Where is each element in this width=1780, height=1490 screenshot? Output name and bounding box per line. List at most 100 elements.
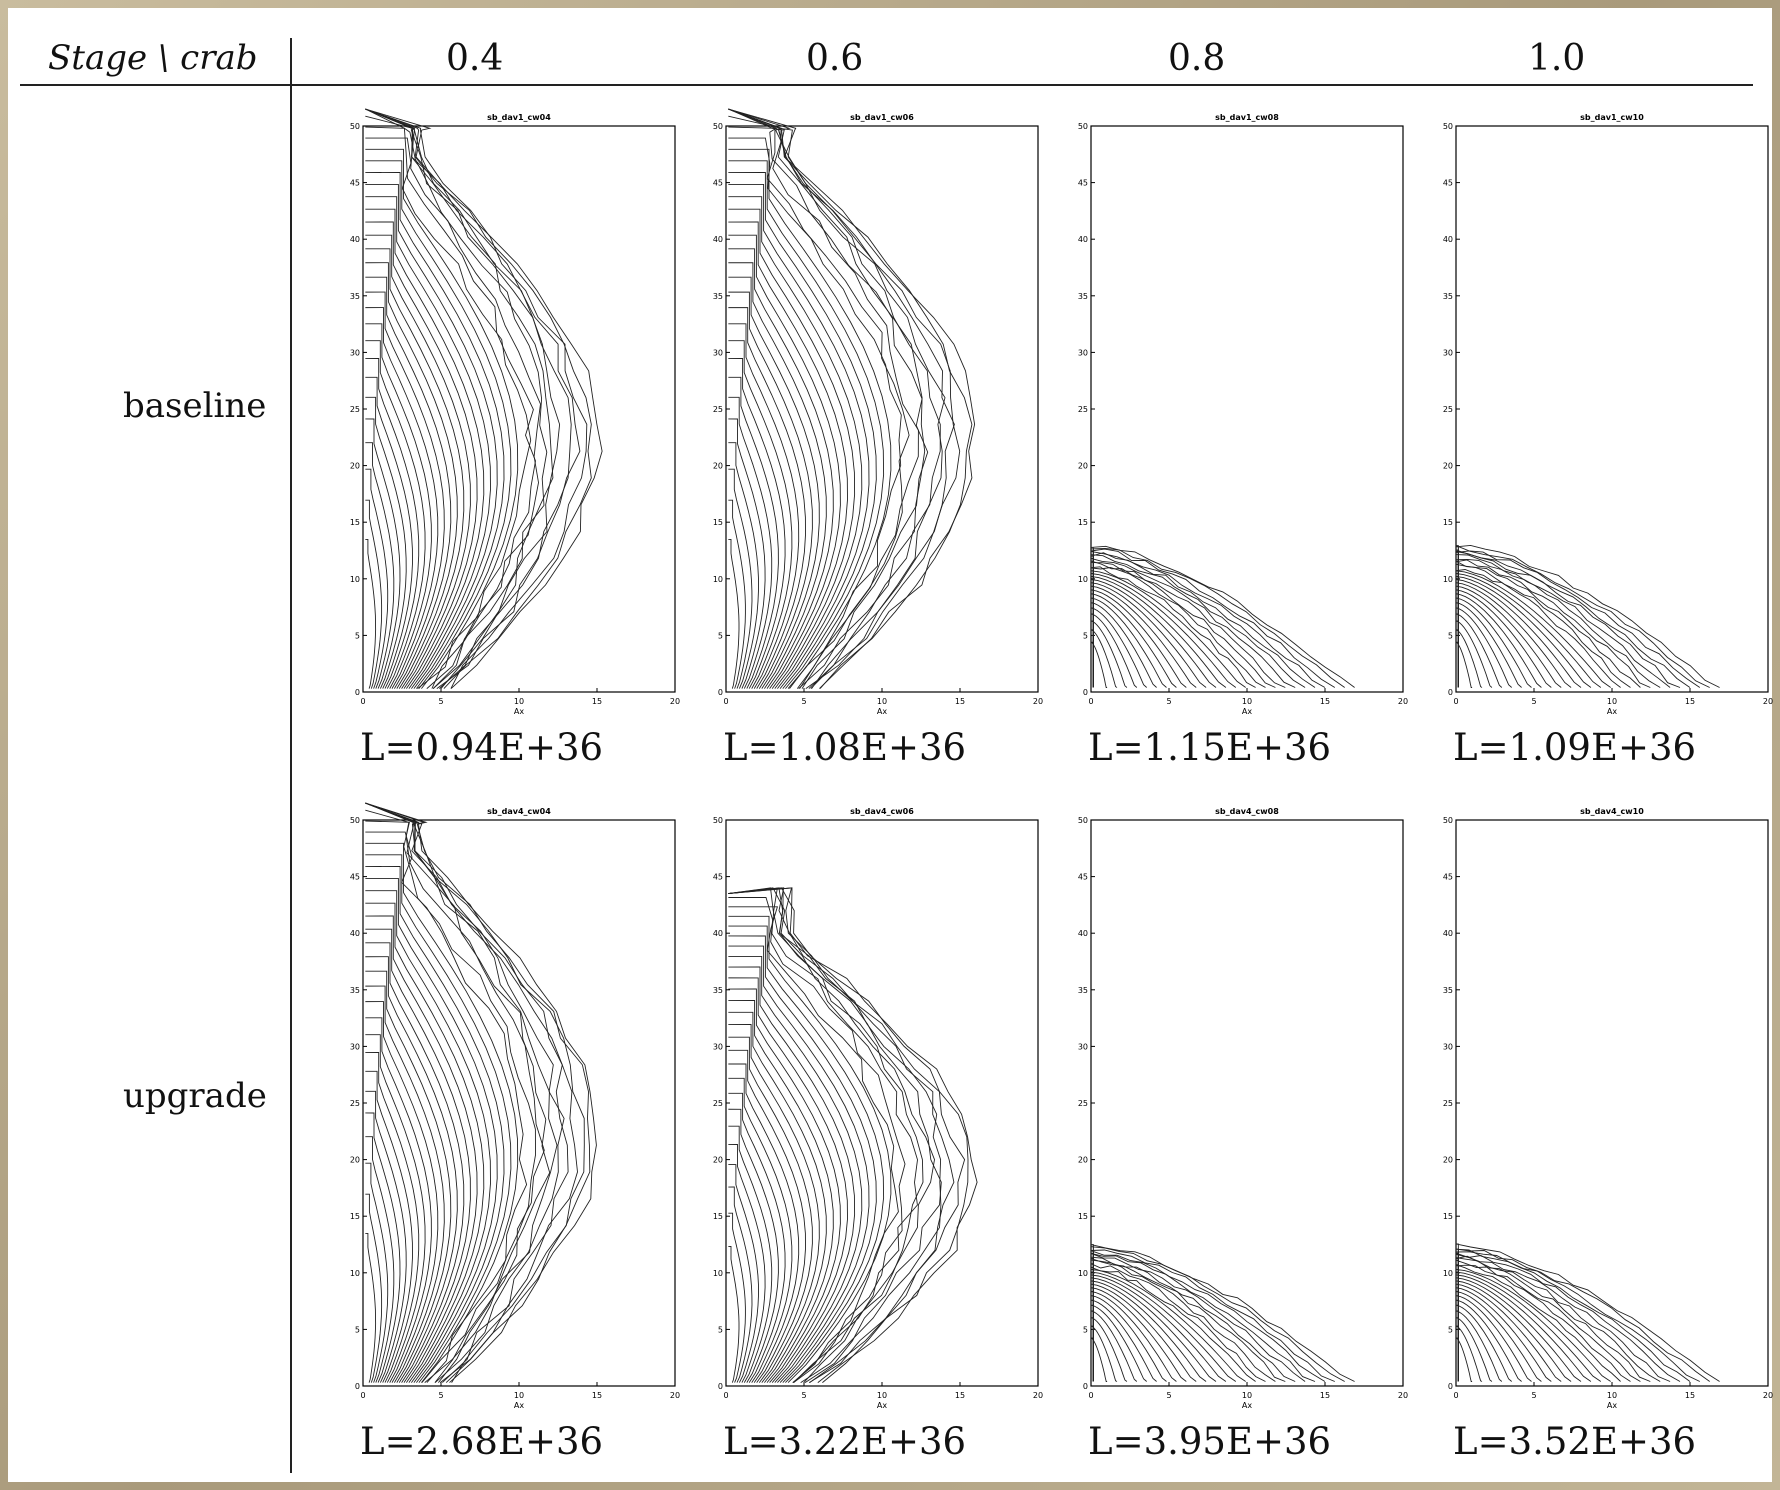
contour-line (728, 988, 841, 1383)
contour-line (365, 956, 458, 1383)
contour-line (1090, 554, 1306, 688)
contour-line (1090, 1280, 1207, 1382)
x-tick-label: 10 (514, 697, 524, 706)
x-tick-label: 20 (1763, 697, 1773, 706)
y-tick-label: 10 (350, 1269, 360, 1278)
y-tick-label: 30 (1443, 1042, 1453, 1051)
y-tick-label: 15 (350, 1212, 360, 1221)
contour-line (728, 538, 740, 689)
contour-line (728, 1212, 746, 1383)
panel-title: sb_dav1_cw10 (1580, 113, 1644, 122)
y-tick-label: 5 (718, 631, 723, 640)
contour-line (728, 1186, 753, 1383)
contour-line (1090, 1246, 1345, 1382)
contour-line (1455, 575, 1592, 688)
contour-line (728, 1011, 827, 1383)
contour-line (728, 1246, 740, 1383)
figure-sheet: Stage \ crab 0.4 0.6 0.8 1.0 baseline up… (8, 8, 1773, 1482)
contour-line (728, 262, 827, 689)
contour-line (728, 887, 935, 1383)
contour-line (728, 208, 856, 689)
y-tick-label: 45 (1443, 873, 1453, 882)
contour-panel-baseline-0.8: sb_dav1_cw08 0 5 10 15 20 25 30 35 40 45 50 0 5 10 15 20… (1078, 113, 1408, 716)
contour-line (365, 802, 597, 1383)
contour-line (1090, 566, 1256, 688)
contour-line (1090, 545, 1355, 688)
y-tick-label: 5 (355, 631, 360, 640)
x-tick-label: 5 (1531, 697, 1536, 706)
x-axis-label: Ax (1242, 707, 1252, 716)
contour-line (1090, 1266, 1256, 1382)
x-tick-label: 15 (592, 1391, 602, 1400)
y-tick-label: 5 (718, 1325, 723, 1334)
contour-line (728, 1164, 759, 1383)
contour-line (365, 1112, 401, 1383)
panel-title: sb_dav4_cw10 (1580, 807, 1644, 816)
y-tick-label: 10 (1078, 575, 1088, 584)
contour-line (365, 276, 452, 689)
x-axis-label: Ax (514, 707, 524, 716)
contour-line (365, 291, 445, 689)
x-tick-label: 5 (801, 697, 806, 706)
contour-line (728, 418, 766, 689)
contour-line (728, 1024, 820, 1383)
contour-line (365, 1193, 383, 1383)
y-tick-label: 45 (1443, 179, 1453, 188)
y-tick-label: 20 (1078, 1156, 1088, 1165)
panel-title: sb_dav4_cw08 (1215, 807, 1279, 816)
x-tick-label: 5 (1531, 1391, 1536, 1400)
contour-line (1090, 641, 1108, 688)
contour-line (365, 108, 592, 689)
contour-line (728, 915, 892, 1383)
y-tick-label: 10 (1078, 1269, 1088, 1278)
y-tick-label: 5 (1083, 1325, 1088, 1334)
contour-line (365, 802, 551, 1383)
contour-line (728, 1036, 813, 1383)
x-tick-label: 0 (1453, 1391, 1458, 1400)
contour-line (365, 970, 452, 1383)
panel-title: sb_dav4_cw06 (850, 807, 914, 816)
y-tick-label: 0 (1083, 688, 1088, 697)
contour-line (728, 108, 929, 689)
contour-line (365, 538, 377, 689)
contour-line (1090, 557, 1296, 688)
y-tick-label: 25 (713, 1099, 723, 1108)
contour-line (728, 887, 924, 1383)
x-tick-label: 0 (1453, 697, 1458, 706)
contour-line (728, 945, 870, 1383)
panel-title: sb_dav1_cw06 (850, 113, 914, 122)
x-tick-label: 20 (1033, 697, 1043, 706)
contour-line (728, 887, 955, 1383)
contour-line (728, 396, 773, 689)
y-tick-label: 20 (713, 1156, 723, 1165)
contour-line (1090, 607, 1148, 688)
contour-line (365, 340, 426, 689)
y-tick-label: 0 (718, 1382, 723, 1391)
contour-line (1090, 1271, 1237, 1382)
contour-line (1090, 560, 1276, 688)
contour-line (728, 183, 870, 689)
contour-line (1090, 548, 1336, 688)
y-tick-label: 40 (350, 235, 360, 244)
x-tick-label: 0 (723, 697, 728, 706)
contour-line (728, 196, 863, 689)
contour-line (365, 221, 478, 689)
contour-line (728, 276, 820, 689)
x-tick-label: 10 (1242, 697, 1252, 706)
x-axis-label: Ax (1607, 1401, 1617, 1410)
x-tick-label: 10 (1242, 1391, 1252, 1400)
y-tick-label: 35 (350, 292, 360, 301)
contour-line (1455, 1248, 1691, 1382)
contour-line (365, 802, 585, 1383)
contour-line (728, 108, 973, 689)
contour-line (365, 802, 578, 1383)
y-tick-label: 30 (713, 1042, 723, 1051)
y-tick-label: 5 (1083, 631, 1088, 640)
contour-line (1090, 597, 1167, 688)
contour-panel-baseline-0.4: sb_dav1_cw04 0 5 10 15 20 25 30 35 40 45 50 0 5 10 15 20… (350, 108, 680, 716)
y-tick-label: 20 (1443, 462, 1453, 471)
column-header-1.0: 1.0 (1528, 38, 1586, 79)
contour-line (1455, 1264, 1621, 1382)
y-tick-label: 0 (1448, 688, 1453, 697)
